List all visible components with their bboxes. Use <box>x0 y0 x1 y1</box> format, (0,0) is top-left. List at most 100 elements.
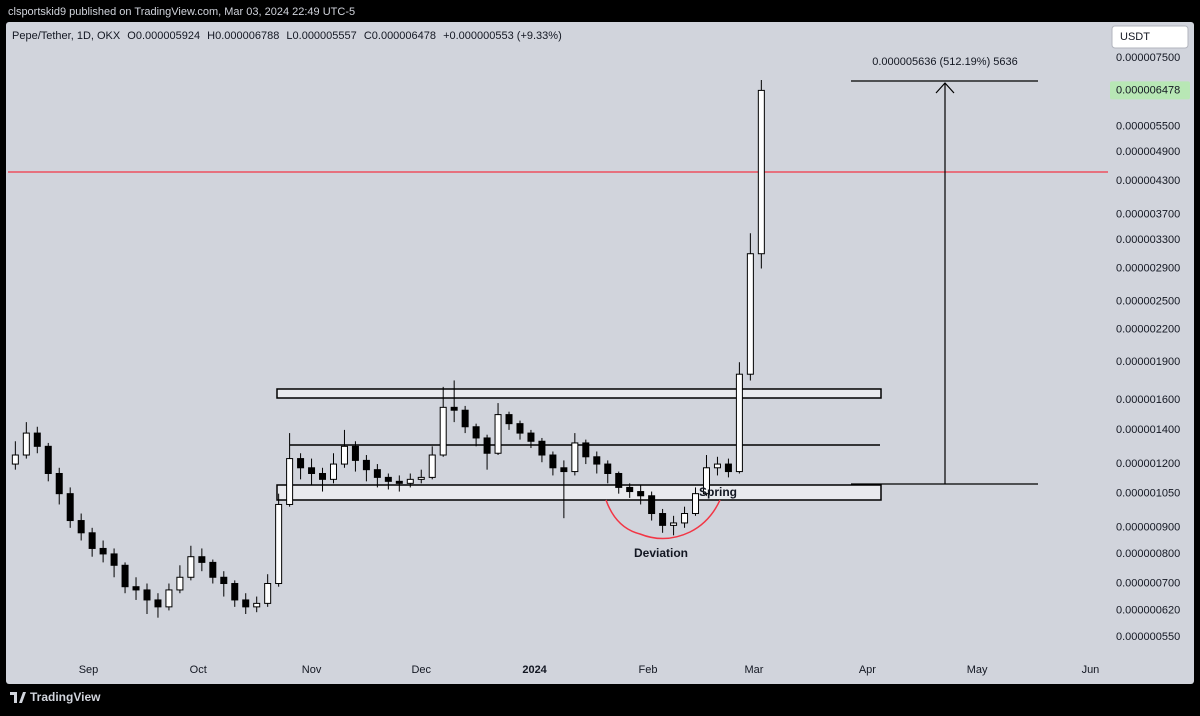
candle-body <box>505 414 513 425</box>
candle-body <box>571 442 579 473</box>
candle-body <box>637 491 645 497</box>
currency-box[interactable] <box>1111 25 1189 49</box>
last-price-label: 0.000006478 <box>1116 84 1180 96</box>
candle-body <box>549 454 557 469</box>
axes: 0.000007500 0.000005500 0.000004900 0.00000… <box>79 52 1190 684</box>
candle-body <box>351 445 359 461</box>
x-tick-label: Dec <box>411 664 431 676</box>
candle-body <box>560 467 568 473</box>
candle-body <box>308 467 316 474</box>
footer-brand: TradingView <box>30 690 101 704</box>
y-tick-label: 0.000000900 <box>1116 522 1180 534</box>
candle-body <box>242 599 250 608</box>
y-tick-label: 0.000002500 <box>1116 295 1180 307</box>
candle-body <box>604 463 612 474</box>
candle-body <box>713 463 721 469</box>
candle-body <box>428 454 436 478</box>
x-tick-label: May <box>967 664 988 676</box>
candle-body <box>143 589 151 601</box>
currency[interactable]: USDT <box>1120 31 1150 43</box>
range-low-box <box>276 484 882 501</box>
y-tick-label: 0.000003300 <box>1116 234 1180 246</box>
candle-body <box>264 583 272 604</box>
deviation-label: Deviation <box>634 546 688 560</box>
footer-bar <box>0 686 1200 711</box>
measure-arrowhead <box>935 82 955 94</box>
candle-body <box>384 476 392 482</box>
candle-body <box>648 495 656 515</box>
candle-body <box>757 89 765 255</box>
candle-body <box>187 556 195 578</box>
last-price-box <box>1110 81 1190 100</box>
candle-body <box>329 463 337 480</box>
candle-body <box>77 520 85 534</box>
y-tick-label: 0.000000550 <box>1116 631 1180 643</box>
publisher: clsportskid9 published on TradingView.co… <box>8 6 355 18</box>
candle-body <box>659 513 667 526</box>
candle-body <box>593 456 601 465</box>
candle-body <box>55 472 63 495</box>
candle-body <box>626 486 634 493</box>
x-tick-label: 2024 <box>522 664 547 676</box>
deviation-curve <box>605 499 721 540</box>
candle-body <box>220 576 228 585</box>
change-value: +0.000000553 (+9.33%) <box>443 30 562 42</box>
x-tick-label: Nov <box>302 664 322 676</box>
candle-body <box>692 493 700 515</box>
candle-body <box>362 459 370 471</box>
low-value: L0.000005557 <box>286 30 356 42</box>
y-tick-label: 0.000002900 <box>1116 262 1180 274</box>
measure-label: 0.000005636 (512.19%) 5636 <box>872 56 1018 68</box>
candle-body <box>406 478 414 484</box>
y-tick-label: 0.000003700 <box>1116 208 1180 220</box>
candle-body <box>231 583 239 601</box>
x-tick-label: Sep <box>79 664 99 676</box>
candle-body <box>439 406 447 456</box>
candle-body <box>735 373 743 473</box>
candle-body <box>44 445 52 474</box>
candle-body <box>253 602 261 608</box>
y-tick-label: 0.000000800 <box>1116 548 1180 560</box>
y-tick-label: 0.000005500 <box>1116 121 1180 133</box>
candle-body <box>494 414 502 454</box>
candle-body <box>450 406 458 411</box>
x-tick-label: Feb <box>639 664 658 676</box>
x-tick-label: Apr <box>859 664 876 676</box>
candle-body <box>681 513 689 524</box>
y-tick-label: 0.000001050 <box>1116 488 1180 500</box>
candle-body <box>66 493 74 522</box>
candle-body <box>154 599 162 608</box>
candle-body <box>670 522 678 526</box>
chart-area <box>6 22 1194 684</box>
candles <box>11 80 765 618</box>
candle-body <box>395 480 403 484</box>
candle-body <box>286 458 294 505</box>
y-tick-label: 0.000001600 <box>1116 394 1180 406</box>
candle-body <box>724 463 732 473</box>
candle-body <box>88 532 96 549</box>
candle-body <box>417 476 425 480</box>
candle-body <box>461 409 469 428</box>
spring-label: Spring <box>699 485 737 499</box>
close-value: C0.000006478 <box>364 30 436 42</box>
y-tick-label: 0.000000620 <box>1116 604 1180 616</box>
high-value: H0.000006788 <box>207 30 279 42</box>
candle-body <box>582 442 590 458</box>
logo <box>10 692 26 703</box>
candle-body <box>527 432 535 442</box>
candle-body <box>165 589 173 608</box>
symbol-info: Pepe/Tether, 1D, OKX O0.000005924 H0.000… <box>12 30 562 42</box>
x-tick-label: Oct <box>190 664 207 676</box>
x-tick-label: Jun <box>1082 664 1100 676</box>
candle-body <box>483 437 491 454</box>
candle-body <box>373 469 381 478</box>
candle-body <box>297 458 305 469</box>
candle-body <box>198 556 206 563</box>
candle-body <box>538 440 546 456</box>
y-tick-label: 0.000002200 <box>1116 324 1180 336</box>
candle-body <box>22 432 30 456</box>
candle-body <box>209 561 217 578</box>
candle-body <box>319 472 327 480</box>
open-value: O0.000005924 <box>127 30 200 42</box>
